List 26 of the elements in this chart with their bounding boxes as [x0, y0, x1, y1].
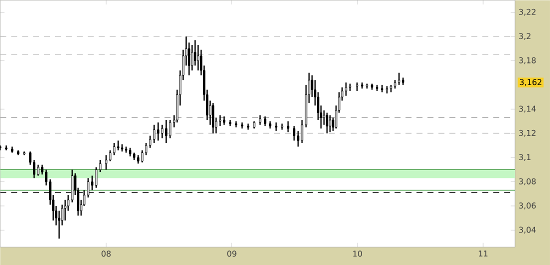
- candlestick: [157, 122, 160, 142]
- candlestick: [95, 166, 98, 188]
- candlestick: [264, 116, 266, 127]
- candlestick: [328, 114, 332, 133]
- candlestick: [161, 124, 164, 139]
- candlestick: [326, 112, 328, 134]
- candlestick: [286, 120, 290, 133]
- candlestick: [105, 154, 108, 170]
- candlestick: [212, 102, 214, 134]
- candlestick: [37, 164, 40, 176]
- candlestick: [64, 199, 66, 222]
- candlestick: [153, 124, 156, 144]
- candlestick: [109, 150, 112, 162]
- candlestick: [165, 119, 168, 144]
- candlestick: [344, 82, 348, 96]
- candlestick: [168, 119, 172, 139]
- candlestick: [258, 114, 262, 126]
- candlestick: [398, 72, 400, 86]
- candlestick: [196, 44, 200, 71]
- candlestick: [292, 125, 296, 142]
- candlestick: [117, 140, 120, 151]
- candlestick: [190, 44, 194, 71]
- candlestick: [218, 114, 222, 127]
- candlestick: [322, 110, 326, 126]
- candlestick: [300, 119, 304, 144]
- candlestick: [194, 39, 196, 66]
